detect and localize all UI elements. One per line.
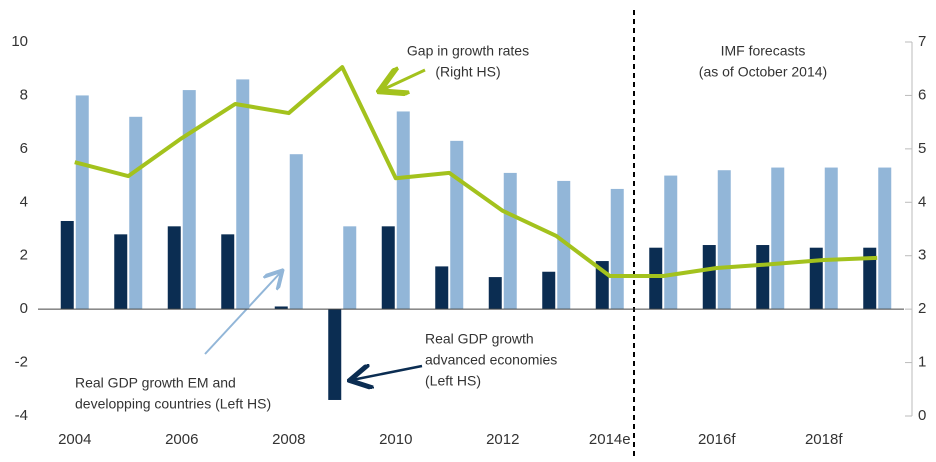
y-tick-label: 8 <box>20 86 28 103</box>
arrow <box>352 366 423 380</box>
y2-tick-label: 4 <box>918 193 926 210</box>
bar <box>717 170 731 310</box>
line <box>74 65 878 279</box>
bar <box>381 226 395 310</box>
y-tick-label: -2 <box>15 354 28 371</box>
bar <box>221 234 235 310</box>
bar <box>610 188 624 310</box>
x-tick-label: 2008 <box>272 431 305 448</box>
bar <box>824 167 838 310</box>
y2-tick-label: 5 <box>918 140 926 157</box>
annotation: Real GDP growth EM and <box>75 375 236 391</box>
annotation: developping countries (Left HS) <box>75 396 271 412</box>
bar <box>450 140 464 310</box>
bar <box>60 220 74 310</box>
x-tick-label: 2018f <box>805 431 843 448</box>
bar <box>274 306 288 310</box>
y-tick-label: 2 <box>20 247 28 264</box>
y2-tick-label: 3 <box>918 247 926 264</box>
annotation: (as of October 2014) <box>699 64 827 80</box>
y2-tick-label: 0 <box>918 407 926 424</box>
bar <box>809 247 823 310</box>
x-tick-label: 2016f <box>698 431 736 448</box>
bar <box>343 226 357 310</box>
y2-tick-label: 1 <box>918 354 926 371</box>
bar <box>289 154 303 310</box>
bar <box>702 245 716 310</box>
bar <box>863 247 877 310</box>
y-tick-label: 4 <box>20 193 28 210</box>
bar <box>328 309 342 400</box>
x-tick-label: 2006 <box>165 431 198 448</box>
annotation: Real GDP growth <box>425 331 534 347</box>
y-tick-label: 0 <box>20 300 28 317</box>
bar <box>503 172 517 310</box>
annotation: Gap in growth rates <box>407 43 529 59</box>
bar <box>771 167 785 310</box>
bar <box>488 277 502 310</box>
x-tick-label: 2004 <box>58 431 91 448</box>
x-tick-label: 2010 <box>379 431 412 448</box>
bar <box>664 175 678 310</box>
bar <box>236 79 250 310</box>
bar <box>435 266 449 310</box>
arrow <box>382 70 426 90</box>
y-tick-label: 6 <box>20 140 28 157</box>
annotation: IMF forecasts <box>721 43 806 59</box>
y2-tick-label: 6 <box>918 86 926 103</box>
y-tick-label: 10 <box>11 33 28 50</box>
annotation: advanced economies <box>425 352 557 368</box>
y2-tick-label: 2 <box>918 300 926 317</box>
arrow <box>204 272 281 355</box>
y2-tick-label: 7 <box>918 33 926 50</box>
bar <box>396 111 410 310</box>
bar <box>182 90 196 310</box>
annotation: (Right HS) <box>435 64 500 80</box>
y-tick-label: -4 <box>15 407 28 424</box>
bar <box>75 95 89 310</box>
x-tick-label: 2014e <box>589 431 631 448</box>
x-tick-label: 2012 <box>486 431 519 448</box>
bar <box>557 180 571 310</box>
bar <box>878 167 892 310</box>
bar <box>542 271 556 310</box>
bar <box>756 245 770 310</box>
annotation: (Left HS) <box>425 373 481 389</box>
bar <box>649 247 663 310</box>
bar <box>167 226 181 310</box>
bar <box>114 234 128 310</box>
bar <box>129 116 143 310</box>
